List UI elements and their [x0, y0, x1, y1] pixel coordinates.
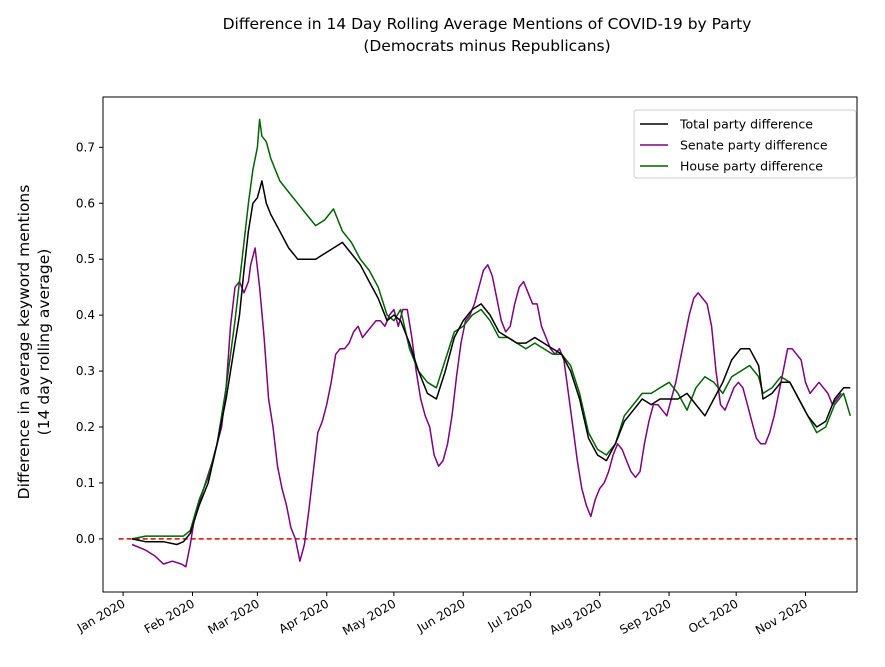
x-tick-label: Nov 2020: [753, 596, 810, 637]
chart-subtitle: (Democrats minus Republicans): [363, 37, 610, 55]
x-tick-label: Aug 2020: [547, 596, 604, 637]
y-axis-label-line2: (14 day rolling average): [35, 249, 53, 436]
y-tick-label: 0.5: [76, 252, 95, 266]
series-line-house-party-difference: [131, 118, 852, 540]
y-tick-label: 0.2: [76, 420, 95, 434]
x-tick-label: Mar 2020: [206, 596, 262, 637]
x-tick-label: Feb 2020: [142, 596, 197, 636]
y-tick-label: 0.0: [76, 532, 95, 546]
y-axis-label: Difference in average keyword mentions (…: [15, 185, 53, 500]
plot-frame: [102, 96, 858, 593]
chart-title: Difference in 14 Day Rolling Average Men…: [223, 15, 752, 33]
x-tick-label: May 2020: [340, 596, 398, 638]
y-tick-label: 0.3: [76, 364, 95, 378]
legend-box: [633, 109, 857, 179]
plot-content: [118, 118, 857, 568]
x-tick-label: Oct 2020: [686, 596, 741, 636]
legend-entry-label: Total party difference: [679, 117, 813, 132]
x-tick-label: Jul 2020: [485, 596, 535, 633]
legend-entry-label: Senate party difference: [680, 138, 828, 153]
legend-entry-label: House party difference: [680, 159, 823, 174]
x-tick-label: Sep 2020: [617, 596, 673, 637]
y-tick-label: 0.7: [76, 140, 95, 154]
x-tick-label: Jan 2020: [74, 596, 128, 635]
y-tick-label: 0.6: [76, 196, 95, 210]
series-line-total-party-difference: [131, 180, 851, 546]
y-tick-label: 0.4: [76, 308, 95, 322]
plot-area: [118, 118, 857, 568]
y-tick-label: 0.1: [76, 476, 95, 490]
x-tick-label: Apr 2020: [276, 596, 331, 636]
y-axis-label-line1: Difference in average keyword mentions: [15, 185, 33, 500]
series-line-senate-party-difference: [131, 247, 842, 568]
legend: Total party difference Senate party diffe…: [633, 109, 857, 179]
x-tick-label: Jun 2020: [414, 596, 468, 635]
